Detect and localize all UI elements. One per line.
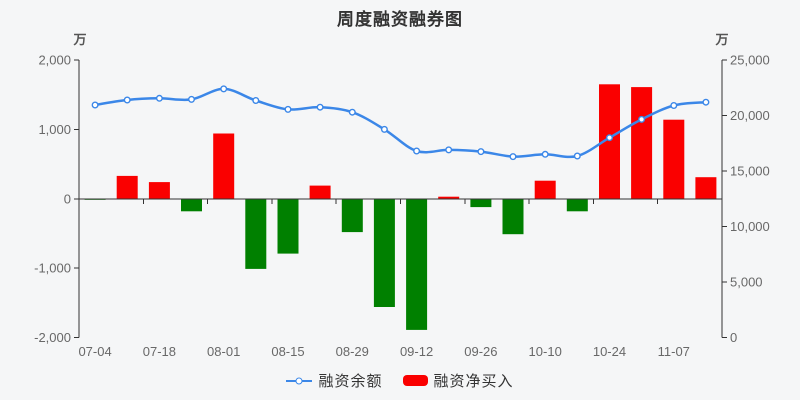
bar-07-25[interactable] (181, 198, 202, 212)
bar-09-19[interactable] (438, 196, 460, 199)
x-axis-tick-label: 11-07 (658, 344, 690, 359)
x-axis-tick-label: 08-01 (207, 344, 240, 359)
line-point-09-12[interactable] (413, 147, 421, 155)
legend-label: 融资净买入 (433, 373, 514, 390)
right-axis-tick-label: 15,000 (730, 164, 770, 179)
bar-07-04[interactable] (84, 198, 106, 200)
line-point-10-17[interactable] (573, 152, 581, 160)
left-axis-tick-label: -2,000 (34, 330, 71, 345)
bar-08-22[interactable] (309, 185, 331, 199)
bar-09-26[interactable] (470, 198, 492, 208)
x-axis-tick-label: 10-10 (529, 344, 562, 359)
bar-08-15[interactable] (277, 198, 299, 254)
left-axis-tick-label: -1,000 (34, 261, 71, 276)
x-axis-tick-label: 08-15 (271, 344, 304, 359)
line-point-07-18[interactable] (155, 94, 163, 102)
bar-series-legend-icon (402, 375, 428, 386)
line-point-10-24[interactable] (606, 134, 614, 142)
line-point-08-01[interactable] (220, 85, 228, 93)
chart-title: 周度融资融券图 (337, 10, 463, 29)
bar-07-11[interactable] (116, 175, 138, 199)
bar-10-17[interactable] (566, 198, 588, 212)
x-axis-tick-label: 10-24 (593, 344, 626, 359)
line-series-legend-icon (286, 377, 313, 384)
line-point-07-11[interactable] (123, 96, 131, 104)
bar-10-03[interactable] (502, 198, 524, 235)
bar-09-05[interactable] (373, 198, 395, 307)
right-axis-unit: 万 (714, 32, 728, 47)
line-point-08-22[interactable] (316, 103, 324, 111)
x-axis-tick-label: 09-26 (464, 344, 497, 359)
bar-10-31[interactable] (631, 87, 653, 199)
line-point-11-07[interactable] (670, 101, 678, 109)
chart-legend: 融资余额 融资净买入 (0, 370, 800, 391)
line-point-09-19[interactable] (445, 146, 453, 154)
legend-item-financing-balance[interactable]: 融资余额 (286, 370, 382, 391)
line-marker-icon (295, 377, 303, 384)
x-axis-tick-label: 09-12 (400, 344, 433, 359)
left-axis-tick-label: 1,000 (38, 122, 71, 137)
x-axis-tick-label: 08-29 (336, 344, 369, 359)
line-point-09-26[interactable] (477, 148, 485, 156)
line-point-08-15[interactable] (284, 105, 292, 113)
line-point-07-04[interactable] (91, 101, 99, 109)
line-point-11-14[interactable] (702, 98, 710, 106)
line-point-10-03[interactable] (509, 153, 517, 161)
bar-10-24[interactable] (599, 84, 620, 199)
bar-07-18[interactable] (148, 182, 170, 199)
right-axis-tick-label: 10,000 (730, 219, 770, 234)
line-point-10-31[interactable] (638, 115, 646, 123)
line-point-07-25[interactable] (187, 95, 195, 103)
line-point-08-29[interactable] (348, 108, 356, 116)
bar-11-14[interactable] (695, 177, 717, 199)
legend-label: 融资余额 (318, 373, 383, 390)
bar-08-08[interactable] (245, 198, 267, 269)
bar-08-29[interactable] (341, 198, 363, 233)
bar-10-10[interactable] (534, 180, 556, 199)
right-axis-tick-label: 20,000 (730, 108, 770, 123)
left-axis-tick-label: 0 (64, 191, 71, 206)
line-point-09-05[interactable] (380, 125, 388, 133)
x-axis-tick-label: 07-04 (78, 344, 111, 359)
bar-08-01[interactable] (213, 133, 235, 199)
bar-09-12[interactable] (406, 198, 428, 330)
right-axis-tick-label: 5,000 (730, 275, 763, 290)
line-point-10-10[interactable] (541, 150, 549, 158)
line-point-08-08[interactable] (252, 96, 260, 104)
legend-item-financing-net-buy[interactable]: 融资净买入 (402, 370, 514, 391)
right-axis-tick-label: 0 (730, 330, 737, 345)
x-axis-tick-label: 07-18 (143, 344, 176, 359)
bar-11-07[interactable] (663, 119, 685, 199)
left-axis-unit: 万 (72, 32, 86, 47)
right-axis-tick-label: 25,000 (730, 53, 770, 68)
left-axis-tick-label: 2,000 (38, 53, 71, 68)
